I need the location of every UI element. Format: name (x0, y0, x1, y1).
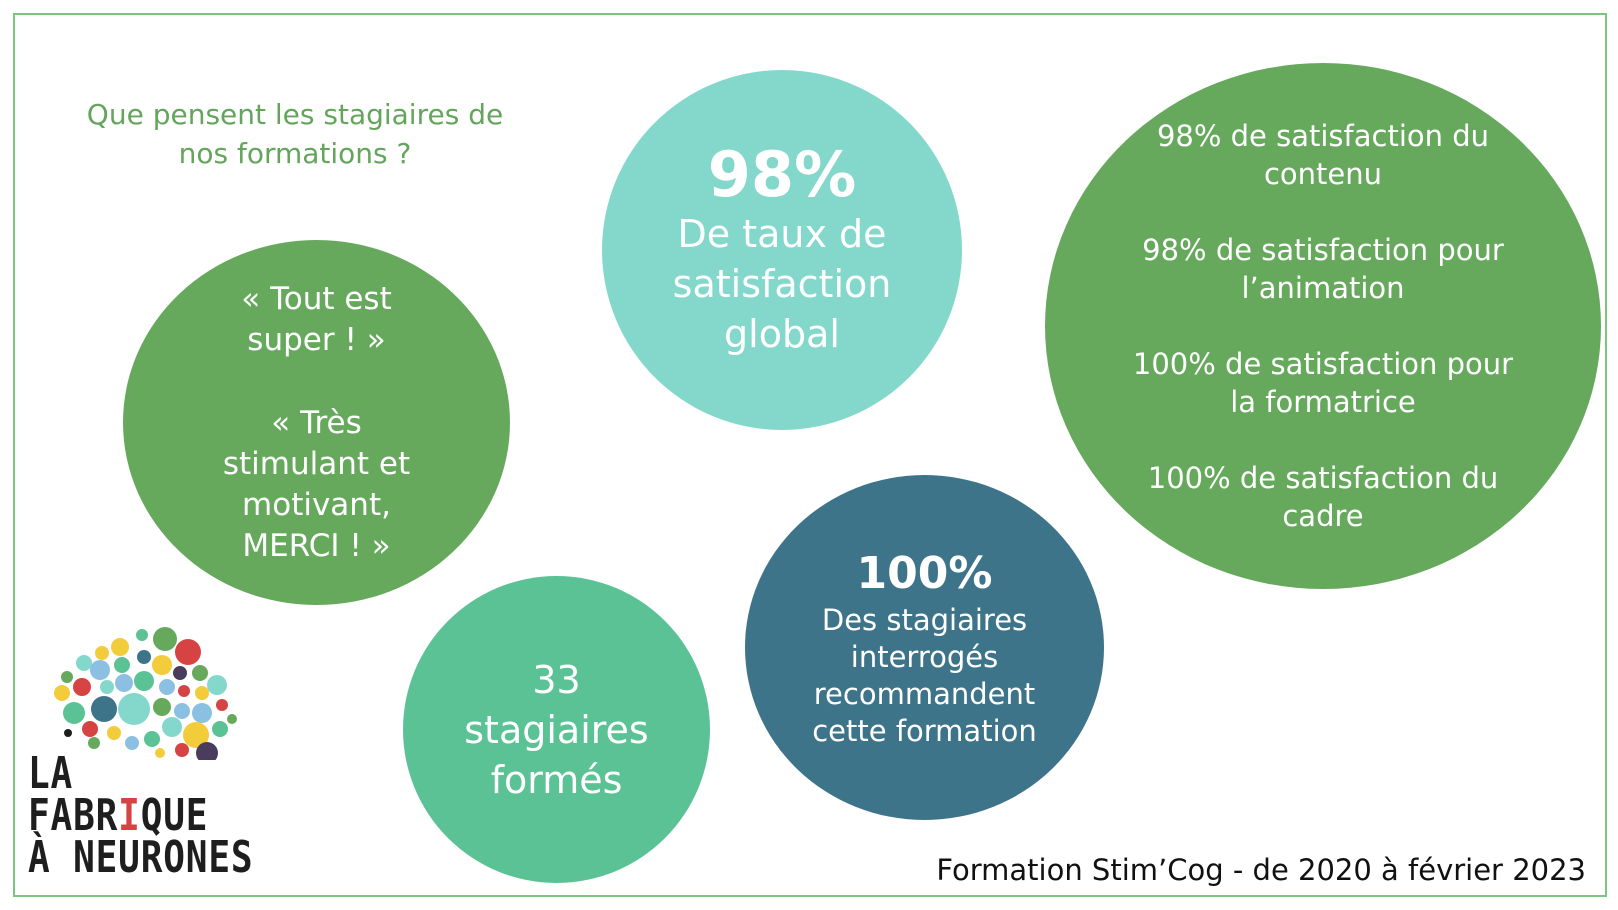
trained-label: stagiaires formés (464, 707, 649, 802)
recommend-bubble: 100% Des stagiaires interrogés recommand… (745, 475, 1104, 820)
detail-setting: 100% de satisfaction du cadre (1147, 461, 1499, 533)
global-satisfaction-label: De taux de satisfaction global (672, 212, 892, 356)
logo-line-2-accent: I (118, 790, 141, 841)
detail-trainer: 100% de satisfaction pour la formatrice (1132, 347, 1514, 419)
satisfaction-details-bubble: 98% de satisfaction du contenu 98% de sa… (1045, 63, 1601, 589)
recommend-value: 100% (856, 547, 993, 599)
trained-bubble: 33 stagiaires formés (403, 576, 710, 883)
question-heading: Que pensent les stagiaires de nos format… (86, 98, 504, 170)
footer-caption: Formation Stim’Cog - de 2020 à février 2… (936, 853, 1586, 887)
quote-1: « Tout est super ! » (241, 280, 392, 358)
slide-frame (13, 13, 1607, 897)
logo-line-3: À NEURONES (28, 832, 254, 883)
logo-line-2-end: QUE (140, 790, 209, 841)
recommend-label: Des stagiaires interrogés recommandent c… (812, 602, 1037, 748)
quote-2: « Très stimulant et motivant, MERCI ! » (222, 404, 411, 564)
logo-line-2-start: FABR (28, 790, 119, 841)
detail-animation: 98% de satisfaction pour l’animation (1142, 233, 1504, 305)
logo: LA FABRIQUE À NEURONES (22, 625, 253, 895)
logo-line-1: LA (28, 748, 74, 799)
logo-line-2: FABRIQUE (28, 794, 253, 838)
trained-count: 33 (532, 657, 581, 702)
quotes-bubble: « Tout est super ! » « Très stimulant et… (123, 240, 510, 605)
brain-dots-icon (54, 627, 237, 760)
global-satisfaction-bubble: 98% De taux de satisfaction global (602, 70, 962, 430)
detail-content: 98% de satisfaction du contenu (1156, 119, 1490, 191)
global-satisfaction-value: 98% (707, 138, 857, 211)
logo-wordmark: LA FABRIQUE À NEURONES (28, 748, 254, 883)
